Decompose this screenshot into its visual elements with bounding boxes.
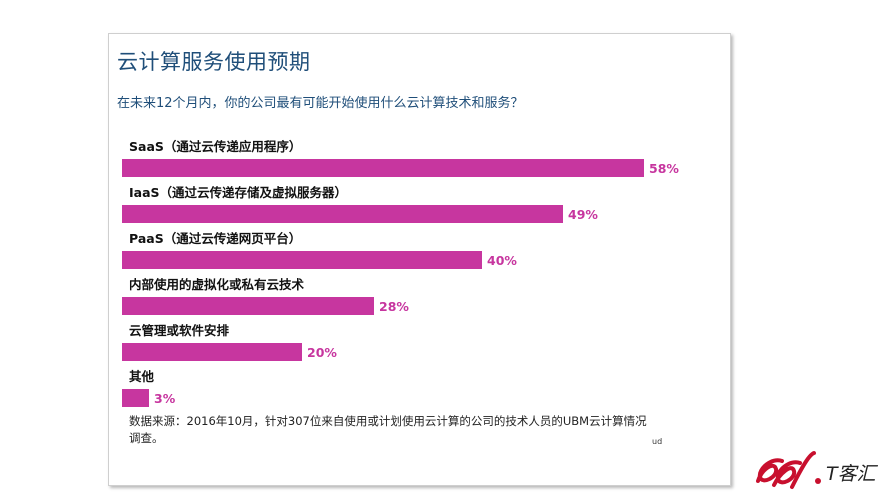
category-label: PaaS（通过云传递网页平台）: [129, 231, 301, 246]
bar: [122, 251, 482, 269]
chart-title: 云计算服务使用预期: [117, 50, 311, 74]
watermark-logo-icon: [756, 451, 821, 489]
value-label: 28%: [379, 299, 409, 314]
category-label: SaaS（通过云传递应用程序）: [129, 139, 301, 154]
value-label: 58%: [649, 161, 679, 176]
bar: [122, 159, 644, 177]
watermark-text: T客汇: [826, 463, 876, 485]
value-label: 40%: [487, 253, 517, 268]
data-source-footnote: 数据来源：2016年10月，针对307位来自使用或计划使用云计算的公司的技术人员…: [129, 414, 647, 445]
bar: [122, 297, 374, 315]
value-label: 49%: [568, 207, 598, 222]
category-label: 云管理或软件安排: [129, 323, 230, 338]
value-label: 3%: [154, 391, 176, 406]
category-label: 其他: [129, 369, 155, 384]
bar: [122, 343, 302, 361]
bar: [122, 205, 563, 223]
category-label: 内部使用的虚拟化或私有云技术: [129, 277, 305, 292]
chart-subtitle: 在未来12个月内，你的公司最有可能开始使用什么云计算技术和服务？: [117, 96, 524, 111]
category-label: IaaS（通过云传递存储及虚拟服务器）: [129, 185, 347, 200]
source-mark: ud: [652, 437, 663, 446]
bar: [122, 389, 149, 407]
value-label: 20%: [307, 345, 337, 360]
